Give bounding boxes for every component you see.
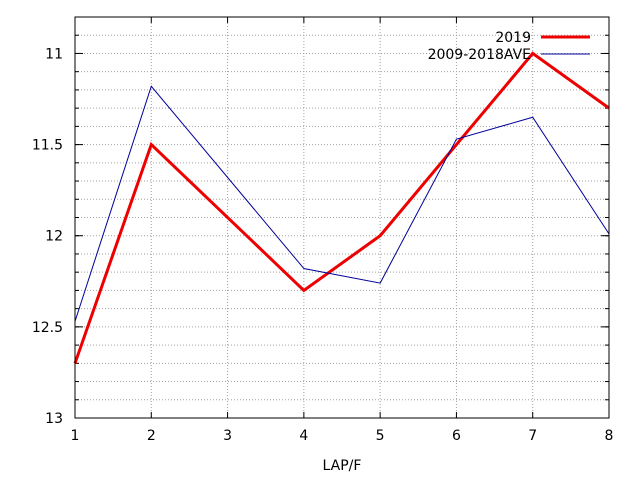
x-tick-label: 5 xyxy=(376,428,385,444)
y-tick-label: 12 xyxy=(45,229,63,245)
x-tick-label: 2 xyxy=(147,428,156,444)
plot-area-border xyxy=(74,16,610,419)
x-tick-label: 8 xyxy=(605,428,614,444)
x-tick-label: 3 xyxy=(223,428,232,444)
series-line-2 xyxy=(74,85,610,322)
y-tick-label: 11 xyxy=(45,46,63,62)
y-tick-label: 13 xyxy=(45,411,63,427)
legend-label-1: 2019 xyxy=(495,30,531,46)
x-tick-label: 4 xyxy=(299,428,308,444)
y-tick-label: 12.5 xyxy=(32,320,63,336)
x-tick-label: 1 xyxy=(71,428,80,444)
x-tick-label: 6 xyxy=(452,428,461,444)
axis-ticks xyxy=(74,17,610,419)
x-tick-label: 7 xyxy=(528,428,537,444)
grid xyxy=(75,17,609,418)
y-tick-label: 11.5 xyxy=(32,138,63,154)
series-lines xyxy=(73,51,610,364)
legend-label-2: 2009-2018AVE xyxy=(428,47,531,63)
series-line-1 xyxy=(73,51,610,364)
x-axis-label: LAP/F xyxy=(323,458,362,474)
